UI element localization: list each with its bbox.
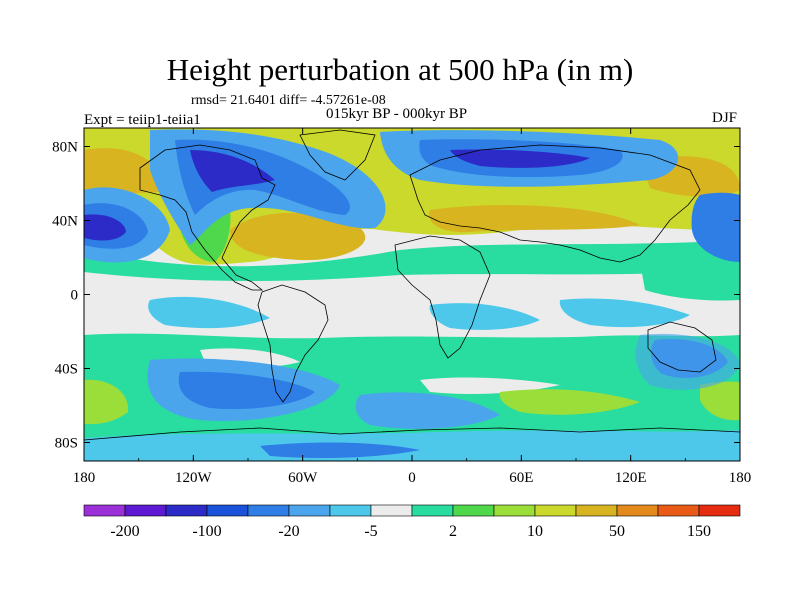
colorbar-label: 2 [449, 523, 457, 540]
colorbar-label: -5 [364, 523, 377, 540]
colorbar-swatch [370, 504, 413, 517]
colorbar-label: 10 [527, 523, 543, 540]
tropical-green-east [640, 261, 740, 301]
x-tick-label: 180 [73, 470, 96, 486]
tropical-cyan-indopacific [559, 298, 690, 328]
season-label: DJF [712, 110, 738, 126]
colorbar-label: 50 [609, 523, 625, 540]
eurasia-coast [409, 144, 701, 263]
colorbar-swatch [452, 504, 495, 517]
canada-low-core [190, 150, 275, 192]
colorbar: -200 -100 -20 -5 2 10 50 150 [83, 504, 741, 540]
colorbar-label: 150 [687, 523, 711, 540]
pacific-low-east [691, 192, 740, 262]
colorbar-label: -200 [110, 523, 139, 540]
y-tick-label: 40S [55, 362, 78, 378]
pacific-orange [84, 148, 170, 200]
colorbar-swatch [411, 504, 454, 517]
tropical-cyan-pacific [148, 296, 270, 329]
antarctica-coast [84, 427, 740, 441]
y-tick-label: 0 [71, 288, 79, 304]
colorbar-swatch [247, 504, 290, 517]
greenland-coast [299, 129, 376, 181]
colorbar-swatch [83, 504, 126, 517]
colorbar-swatch [534, 504, 577, 517]
colorbar-label: -100 [192, 523, 221, 540]
period-subtitle: 015kyr BP - 000kyr BP [326, 106, 468, 122]
atlantic-orange [230, 212, 366, 261]
x-ticks: 180 120W 60W 0 60E 120E 180 [73, 128, 752, 486]
anomaly-field [84, 128, 740, 461]
australia-coast [647, 321, 717, 373]
south-america-coast [257, 284, 329, 403]
pacific-low-core [84, 214, 126, 241]
colorbar-swatch [206, 504, 249, 517]
tropical-cyan-africa [429, 303, 540, 330]
x-tick-label: 60W [288, 470, 318, 486]
coastlines [84, 129, 740, 441]
sh-low-indian-outer [355, 392, 500, 429]
x-tick-label: 60E [509, 470, 533, 486]
y-ticks: 80N 40N 0 40S 80S [52, 140, 740, 452]
x-tick-label: 120W [175, 470, 213, 486]
colorbar-swatch [165, 504, 208, 517]
colorbar-swatch [616, 504, 659, 517]
nh-subtropical-green [84, 240, 740, 281]
colorbar-swatch [698, 504, 741, 517]
africa-coast [394, 235, 491, 359]
sh-lime-2 [499, 389, 640, 415]
colorbar-label: -20 [278, 523, 299, 540]
antarctic-cyan [84, 430, 740, 461]
colorbar-swatch [124, 504, 167, 517]
eurasia-orange [429, 205, 640, 233]
colorbar-swatch [575, 504, 618, 517]
x-tick-label: 180 [729, 470, 752, 486]
chart-title: Height perturbation at 500 hPa (in m) [166, 52, 634, 87]
y-tick-label: 80N [52, 140, 78, 156]
sh-low-pacific-inner [178, 371, 315, 410]
experiment-label: Expt = teiip1-teiia1 [84, 112, 201, 128]
colorbar-swatch [329, 504, 372, 517]
colorbar-swatch [288, 504, 331, 517]
north-america-coast [139, 144, 276, 291]
colorbar-swatch [657, 504, 700, 517]
antarctic-blue [260, 442, 420, 458]
y-tick-label: 40N [52, 214, 78, 230]
x-tick-label: 0 [408, 470, 416, 486]
y-tick-label: 80S [55, 436, 78, 452]
sh-lime-3 [700, 381, 740, 421]
sh-lime-1 [84, 379, 129, 425]
rmsd-stats: rmsd= 21.6401 diff= -4.57261e-08 [191, 93, 386, 108]
siberia-low-core [450, 149, 590, 168]
x-tick-label: 120E [615, 470, 647, 486]
colorbar-swatch [493, 504, 536, 517]
